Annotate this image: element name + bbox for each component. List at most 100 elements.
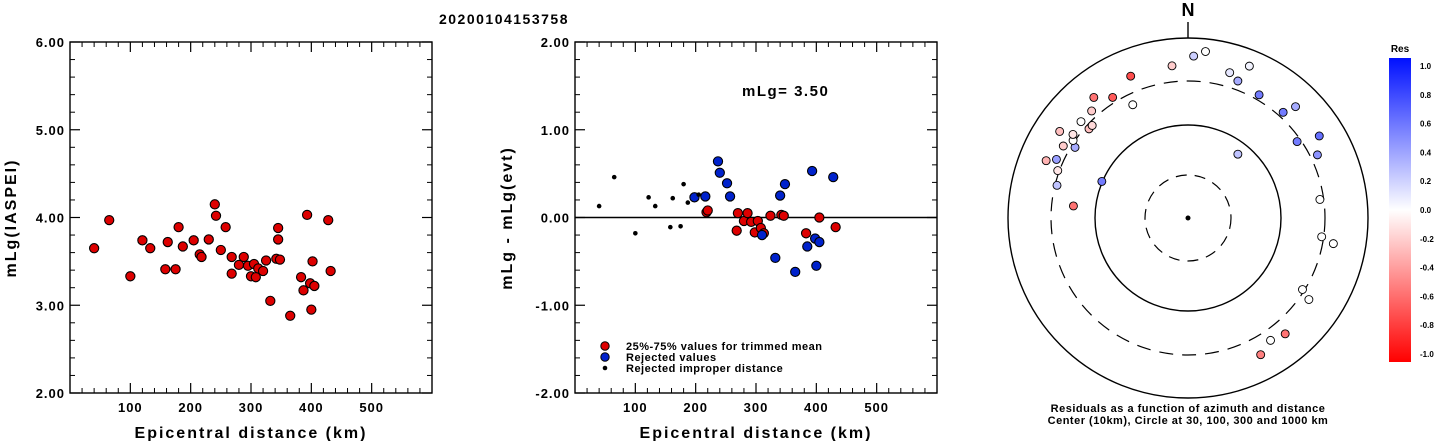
legend-marker (600, 352, 610, 362)
colorbar-tick-label: -0.4 (1420, 264, 1434, 273)
colorbar-tick-label: 0.2 (1420, 177, 1432, 186)
data-point (814, 212, 825, 223)
legend-marker (602, 365, 608, 371)
station-marker (1053, 166, 1063, 176)
station-marker (1315, 195, 1325, 204)
station-marker (1126, 71, 1136, 81)
colorbar-gradient (1389, 58, 1411, 362)
data-point-rejected-distance (611, 174, 617, 180)
data-point-rejected-distance (646, 195, 651, 200)
station-marker (1314, 131, 1324, 141)
data-point-rejected-distance (596, 203, 602, 209)
data-point (125, 271, 136, 282)
data-point (203, 234, 214, 245)
north-label: N (1182, 0, 1195, 20)
panel2-ylabel: mLg - mLg(evt) (499, 146, 516, 290)
data-point (226, 268, 237, 279)
x-tick-label: 100 (623, 400, 648, 415)
station-marker (1304, 295, 1314, 304)
data-point (145, 243, 156, 254)
data-point (765, 210, 776, 221)
data-point (800, 228, 812, 239)
data-point (811, 260, 822, 271)
legend-marker (600, 341, 610, 351)
data-point (238, 251, 249, 263)
data-point-rejected-distance (668, 224, 673, 230)
station-marker (1068, 201, 1078, 211)
data-point (714, 167, 725, 178)
data-point (756, 229, 768, 241)
data-point (285, 310, 296, 321)
residual-vs-distance-panel: 100 200 300 400 500 -2.00 -1.00 0.00 1.00 2.00 mL… (499, 35, 938, 441)
data-point-rejected-distance (670, 195, 676, 201)
panel1-frame (69, 41, 433, 394)
data-point (814, 236, 825, 248)
map-caption-line2: Center (10km), Circle at 30, 100, 300 an… (1048, 415, 1329, 427)
data-point (790, 266, 801, 278)
data-point (173, 222, 184, 233)
colorbar-tick-label: -1.0 (1420, 350, 1434, 359)
epicenter-marker (1185, 215, 1191, 221)
azimuth-distance-map: N Residuals as a function of azimuth and… (1007, 0, 1369, 427)
data-point (295, 272, 307, 283)
data-point (177, 241, 188, 252)
map-caption-line1: Residuals as a function of azimuth and d… (1051, 403, 1326, 415)
data-point (209, 199, 220, 210)
data-point (828, 171, 839, 183)
data-point-rejected-distance (652, 203, 658, 209)
colorbar-tick-label: -0.2 (1420, 235, 1434, 244)
x-tick-label: 100 (118, 400, 143, 415)
y-tick-label: -1.00 (535, 298, 570, 313)
data-point (257, 265, 269, 277)
station-marker (1076, 117, 1086, 127)
data-point (272, 222, 284, 234)
data-point (702, 205, 713, 216)
station-marker (1089, 92, 1099, 102)
colorbar-tick-label: 1.0 (1420, 62, 1432, 71)
x-tick-label: 300 (239, 400, 264, 415)
data-point (325, 265, 336, 277)
ring-30km (1144, 174, 1232, 262)
data-point (774, 190, 786, 201)
station-marker (1266, 335, 1275, 345)
data-point (226, 251, 237, 263)
station-marker (1052, 180, 1062, 190)
x-tick-label: 500 (864, 400, 889, 415)
station-marker (1291, 102, 1300, 112)
station-marker (1233, 76, 1243, 86)
y-tick-label: 6.00 (36, 35, 65, 50)
data-point-rejected-distance (678, 223, 683, 229)
data-point (307, 256, 318, 267)
y-tick-label: 1.00 (541, 123, 570, 138)
y-tick-label: 2.00 (541, 35, 570, 50)
station-marker (1087, 106, 1097, 116)
data-point (215, 244, 226, 256)
data-point-rejected-distance (681, 181, 686, 187)
colorbar-tick-label: 0.6 (1420, 120, 1432, 129)
data-point-rejected-distance (685, 200, 691, 205)
data-point (309, 280, 320, 292)
data-point (721, 178, 733, 189)
residual-colorbar: Res 1.0 0.8 0.6 0.4 0.2 0.0 -0.2 -0.4 -0.6 -0.8 -1… (1389, 44, 1434, 362)
data-point (778, 210, 789, 221)
data-point (274, 254, 286, 265)
colorbar-tick-label: 0.0 (1420, 206, 1432, 215)
station-marker (1280, 329, 1290, 339)
x-tick-label: 500 (359, 400, 384, 415)
colorbar-tick-label: -0.8 (1420, 321, 1434, 330)
data-point (298, 285, 309, 296)
ring-300km (1050, 80, 1326, 356)
colorbar-tick-label: 0.8 (1420, 91, 1432, 100)
station-marker (1097, 176, 1107, 186)
station-marker (1055, 126, 1065, 136)
data-point (742, 207, 753, 219)
legend-label: 25%-75% values for trimmed mean (626, 341, 822, 353)
data-point (712, 156, 724, 167)
data-point (806, 165, 818, 177)
station-marker (1167, 61, 1177, 71)
station-marker (1051, 154, 1061, 164)
data-point (260, 255, 272, 266)
y-tick-label: -2.00 (535, 386, 570, 401)
x-tick-label: 400 (299, 400, 324, 415)
legend: 25%-75% values for trimmed meanRejected … (600, 341, 822, 375)
